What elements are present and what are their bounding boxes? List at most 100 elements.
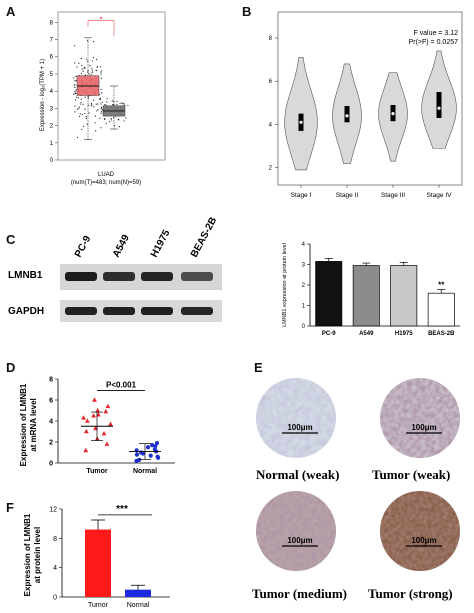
d-y-tick-label: 4	[49, 419, 53, 426]
d-point-tumor	[105, 403, 111, 409]
blot-lane-label: PC-9	[73, 234, 94, 260]
caption-tumor-medium: Tumor (medium)	[252, 586, 347, 601]
a-jitter-point	[82, 103, 84, 105]
panel-a-boxplot: Expression - log₂(TPM + 1) LUAD (num(T)=…	[40, 11, 166, 186]
a-jitter-point	[106, 101, 108, 103]
a-jitter-point	[100, 106, 103, 108]
b-median-dot-2	[345, 114, 349, 118]
a-jitter-point	[91, 72, 93, 74]
ihc-tumor-medium	[256, 491, 336, 571]
a-jitter-point	[81, 128, 83, 131]
a-y-tick-label: 6	[50, 55, 54, 61]
a-jitter-point	[79, 113, 81, 115]
blot-row-label-lmnb1: LMNB1	[8, 270, 43, 281]
panel-letter-c: C	[6, 232, 16, 247]
b-p-value: Pr(>F) = 0.0257	[409, 39, 459, 46]
a-jitter-point	[110, 117, 112, 120]
d-pvalue: P<0.001	[106, 381, 137, 390]
a-jitter-point	[116, 100, 118, 102]
a-jitter-point	[110, 119, 113, 121]
a-jitter-point	[99, 98, 102, 100]
a-jitter-point	[95, 130, 97, 132]
b-x-tick-label: Stage IV	[427, 192, 453, 199]
a-jitter-point	[76, 108, 78, 110]
c-x-tick-label: A549	[359, 331, 374, 337]
a-jitter-point	[78, 115, 81, 117]
f-y-tick-label: 0	[53, 595, 57, 602]
a-jitter-point	[91, 104, 93, 106]
b-x-tick-label: Stage III	[381, 192, 405, 199]
a-jitter-point	[100, 127, 102, 129]
c-y-tick-label: 3	[302, 263, 306, 269]
f-bar-Tumor	[85, 529, 111, 597]
d-point-tumor	[92, 397, 97, 402]
a-jitter-point	[103, 118, 106, 120]
a-jitter-point	[109, 120, 111, 123]
a-jitter-point	[122, 103, 124, 105]
a-jitter-point	[80, 98, 82, 100]
blot-band-gapdh	[103, 307, 135, 315]
a-jitter-point	[90, 73, 92, 76]
b-x-tick-label: Stage II	[336, 192, 359, 199]
a-jitter-point	[105, 122, 107, 124]
a-jitter-point	[100, 88, 102, 91]
c-bar-A549	[352, 265, 380, 327]
b-iqr-box-2	[344, 106, 350, 123]
e-scale-label: 100μm	[287, 423, 312, 432]
blot-band-lmnb1	[103, 272, 135, 281]
d-point-tumor	[91, 413, 97, 418]
a-jitter-point	[119, 102, 121, 105]
d-point-tumor	[103, 408, 109, 414]
d-y-axis-label-2: at mRNA level	[29, 398, 38, 452]
a-jitter-point	[100, 77, 103, 79]
c-bar-H1975	[390, 265, 418, 327]
b-plot-frame	[277, 11, 463, 186]
a-jitter-point	[104, 103, 106, 106]
b-y-tick-label: 6	[269, 79, 273, 85]
a-jitter-point	[85, 58, 88, 60]
d-y-tick-label: 2	[49, 440, 53, 447]
b-y-tick-label: 2	[269, 166, 273, 172]
a-jitter-point	[96, 110, 98, 112]
a-x-axis-label: LUAD	[98, 172, 115, 178]
a-jitter-point	[100, 111, 103, 113]
d-point-tumor	[104, 441, 110, 446]
a-jitter-point	[78, 62, 80, 64]
panel-b-violin: F value = 3.12 Pr(>F) = 0.0257 2 4 6 8 Stage…	[269, 11, 463, 199]
a-jitter-point	[74, 80, 76, 82]
blot-row-label-gapdh: GAPDH	[8, 306, 44, 317]
a-jitter-point	[123, 104, 126, 106]
a-jitter-point	[91, 68, 93, 70]
a-jitter-point	[100, 112, 102, 114]
b-f-value: F value = 3.12	[413, 30, 458, 37]
b-y-tick-label: 4	[269, 122, 273, 128]
a-jitter-point	[87, 60, 89, 62]
a-jitter-point	[93, 57, 95, 59]
a-jitter-point	[81, 68, 83, 71]
d-point-tumor	[83, 447, 89, 453]
a-jitter-point	[101, 109, 103, 111]
a-jitter-point	[121, 102, 123, 104]
a-jitter-point	[100, 70, 102, 72]
a-jitter-point	[76, 66, 78, 68]
a-jitter-point	[77, 97, 80, 99]
a-jitter-point	[74, 45, 76, 47]
a-jitter-point	[85, 117, 88, 119]
a-jitter-point	[83, 67, 85, 69]
d-point-normal	[156, 455, 161, 460]
a-jitter-point	[96, 69, 98, 72]
a-jitter-point	[93, 106, 95, 108]
panel-c-western-blot: PC-9 A549 H1975 BEAS-2B LMNB1 GAPDH	[8, 215, 222, 322]
a-significance-star: *	[99, 16, 102, 25]
a-jitter-point	[74, 105, 76, 107]
c-x-tick-label: PC-9	[322, 331, 336, 337]
a-jitter-point	[88, 73, 90, 75]
blot-lane-label: A549	[111, 233, 132, 260]
a-y-tick-label: 4	[50, 89, 54, 95]
d-y-tick-label: 0	[49, 461, 53, 468]
a-jitter-point	[85, 115, 87, 118]
a-y-tick-label: 8	[50, 20, 54, 26]
blot-band-gapdh	[181, 307, 213, 315]
a-jitter-point	[100, 71, 102, 73]
d-point-tumor	[84, 418, 90, 423]
